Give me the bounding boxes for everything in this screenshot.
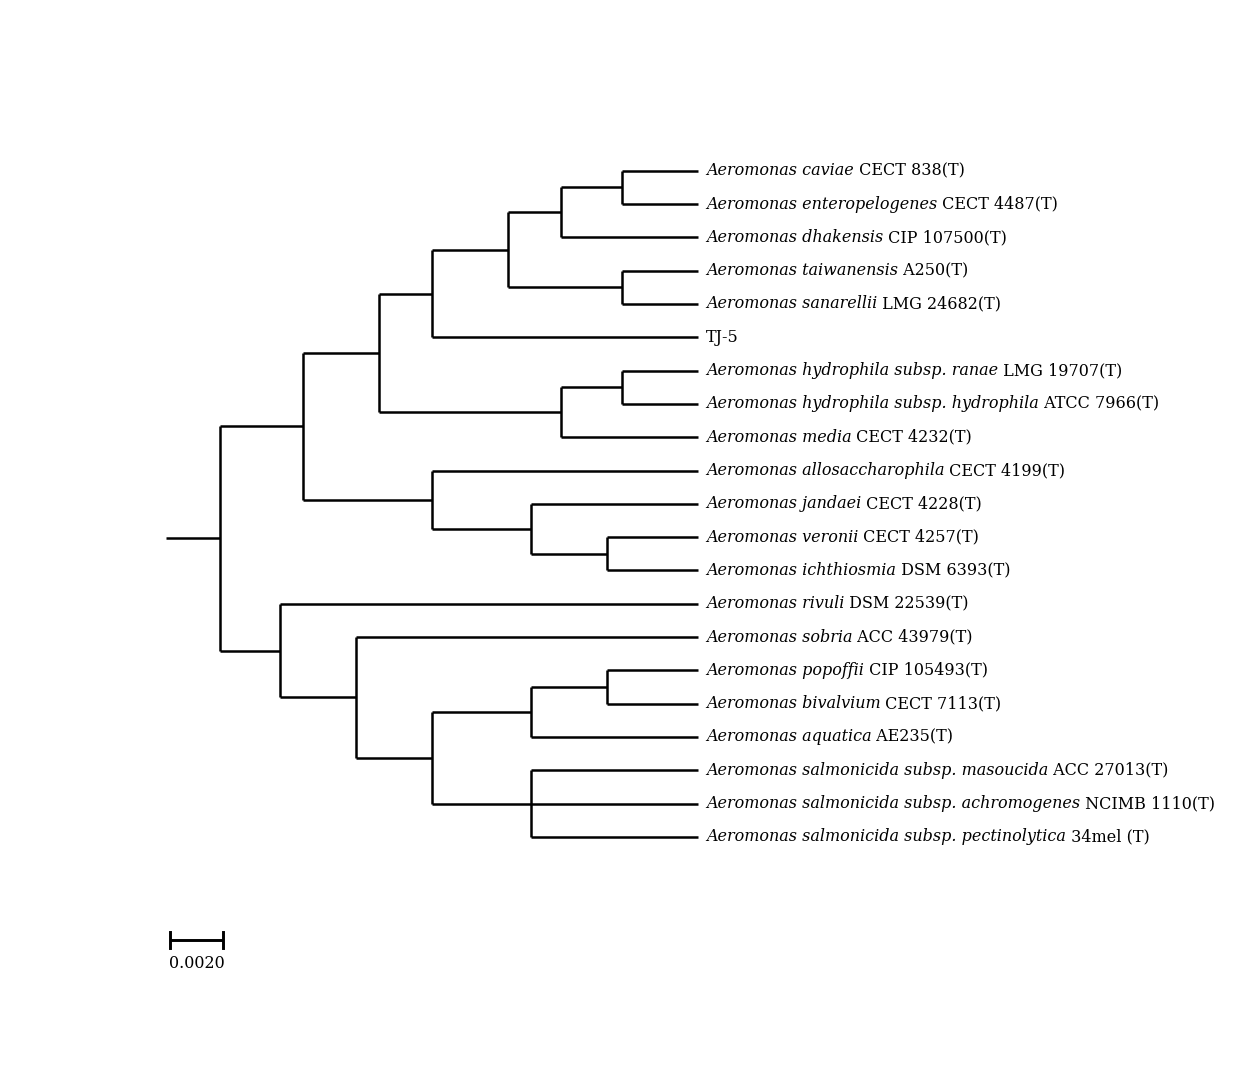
Text: Aeromonas popoffii: Aeromonas popoffii xyxy=(706,662,863,679)
Text: Aeromonas sanarellii: Aeromonas sanarellii xyxy=(706,295,877,313)
Text: Aeromonas jandaei: Aeromonas jandaei xyxy=(706,495,861,512)
Text: Aeromonas aquatica: Aeromonas aquatica xyxy=(706,728,872,746)
Text: CECT 4199(T): CECT 4199(T) xyxy=(945,462,1065,479)
Text: DSM 22539(T): DSM 22539(T) xyxy=(844,595,968,613)
Text: CECT 838(T): CECT 838(T) xyxy=(853,162,965,179)
Text: Aeromonas sobria: Aeromonas sobria xyxy=(706,629,852,645)
Text: ACC 43979(T): ACC 43979(T) xyxy=(852,629,972,645)
Text: Aeromonas salmonicida subsp. masoucida: Aeromonas salmonicida subsp. masoucida xyxy=(706,762,1048,778)
Text: AE235(T): AE235(T) xyxy=(872,728,954,746)
Text: NCIMB 1110(T): NCIMB 1110(T) xyxy=(1080,795,1215,812)
Text: Aeromonas salmonicida subsp. achromogenes: Aeromonas salmonicida subsp. achromogene… xyxy=(706,795,1080,812)
Text: CECT 4232(T): CECT 4232(T) xyxy=(852,428,972,446)
Text: CECT 4228(T): CECT 4228(T) xyxy=(861,495,982,512)
Text: Aeromonas ichthiosmia: Aeromonas ichthiosmia xyxy=(706,562,895,579)
Text: Aeromonas dhakensis: Aeromonas dhakensis xyxy=(706,229,883,246)
Text: LMG 24682(T): LMG 24682(T) xyxy=(877,295,1001,313)
Text: CECT 4487(T): CECT 4487(T) xyxy=(937,195,1058,213)
Text: A250(T): A250(T) xyxy=(898,263,968,279)
Text: Aeromonas salmonicida subsp. pectinolytica: Aeromonas salmonicida subsp. pectinolyti… xyxy=(706,828,1065,846)
Text: 34mel (T): 34mel (T) xyxy=(1065,828,1149,846)
Text: Aeromonas bivalvium: Aeromonas bivalvium xyxy=(706,695,880,712)
Text: Aeromonas taiwanensis: Aeromonas taiwanensis xyxy=(706,263,898,279)
Text: CIP 107500(T): CIP 107500(T) xyxy=(883,229,1007,246)
Text: Aeromonas rivuli: Aeromonas rivuli xyxy=(706,595,844,613)
Text: Aeromonas hydrophila subsp. hydrophila: Aeromonas hydrophila subsp. hydrophila xyxy=(706,396,1039,412)
Text: Aeromonas hydrophila subsp. ranae: Aeromonas hydrophila subsp. ranae xyxy=(706,362,998,379)
Text: 0.0020: 0.0020 xyxy=(169,955,224,972)
Text: Aeromonas veronii: Aeromonas veronii xyxy=(706,529,858,546)
Text: LMG 19707(T): LMG 19707(T) xyxy=(998,362,1122,379)
Text: Aeromonas media: Aeromonas media xyxy=(706,428,852,446)
Text: CECT 7113(T): CECT 7113(T) xyxy=(880,695,1002,712)
Text: DSM 6393(T): DSM 6393(T) xyxy=(895,562,1011,579)
Text: Aeromonas allosaccharophila: Aeromonas allosaccharophila xyxy=(706,462,945,479)
Text: CECT 4257(T): CECT 4257(T) xyxy=(858,529,980,546)
Text: TJ-5: TJ-5 xyxy=(706,329,739,346)
Text: CIP 105493(T): CIP 105493(T) xyxy=(863,662,987,679)
Text: ATCC 7966(T): ATCC 7966(T) xyxy=(1039,396,1158,412)
Text: ACC 27013(T): ACC 27013(T) xyxy=(1048,762,1168,778)
Text: Aeromonas enteropelogenes: Aeromonas enteropelogenes xyxy=(706,195,937,213)
Text: Aeromonas caviae: Aeromonas caviae xyxy=(706,162,853,179)
